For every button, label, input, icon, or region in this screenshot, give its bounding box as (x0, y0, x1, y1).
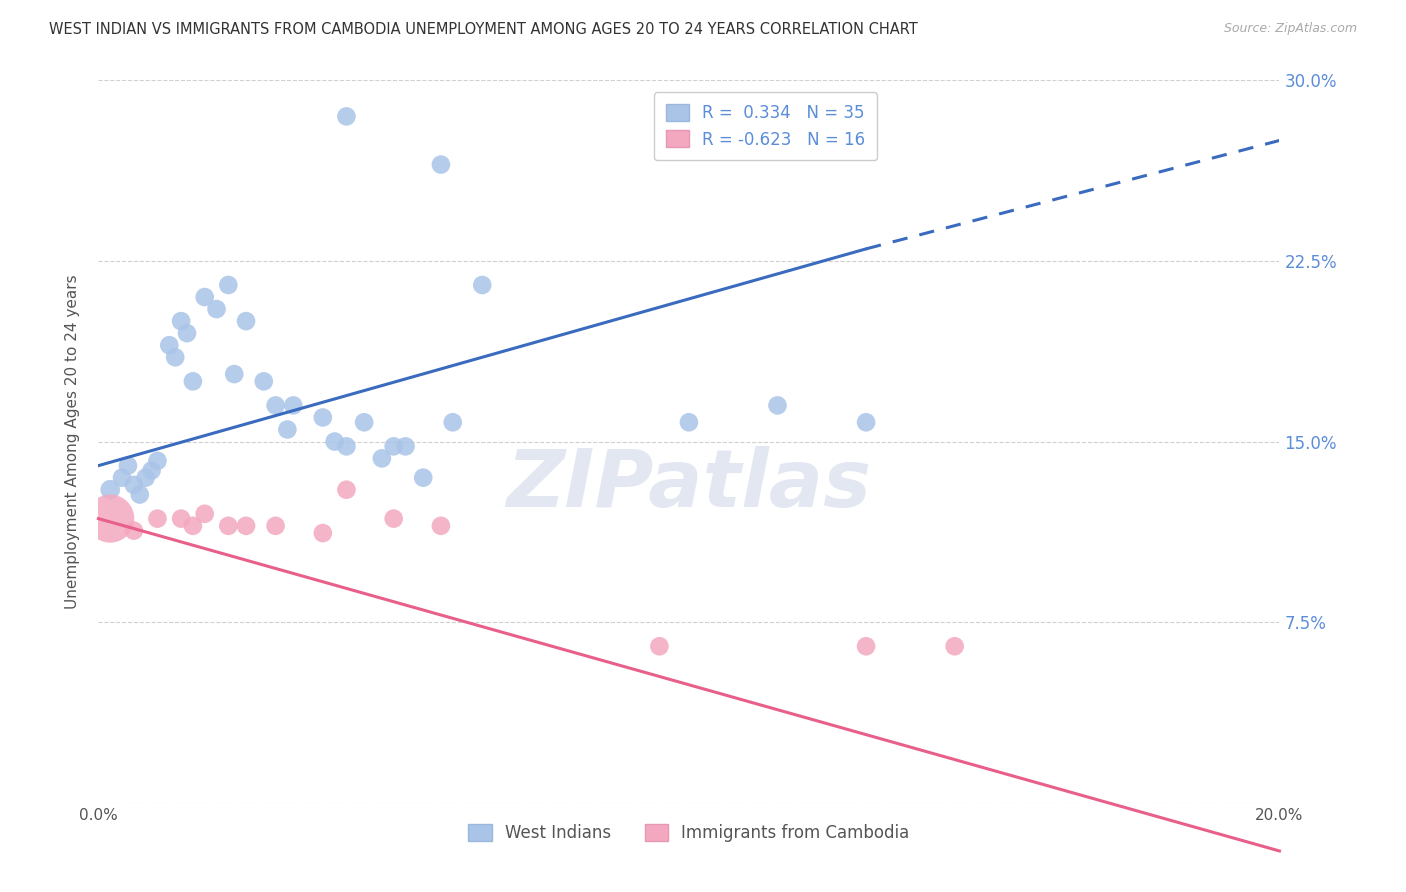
Point (98, 511, 121, 525)
Point (157, 338, 180, 352)
Point (128, 487, 150, 501)
Point (205, 301, 228, 317)
Point (276, 422, 298, 436)
Point (224, 367, 246, 381)
Point (766, 398, 789, 412)
Point (141, 463, 163, 477)
Point (98, 483, 121, 497)
Point (471, 277, 494, 292)
Point (430, 157, 453, 171)
Point (678, 415, 700, 429)
Point (335, 439, 357, 453)
Point (335, 109, 357, 123)
Point (111, 470, 134, 484)
Point (312, 526, 335, 541)
Point (181, 518, 204, 533)
Point (165, 350, 187, 364)
Point (181, 374, 204, 388)
Point (122, 524, 145, 538)
Point (217, 518, 239, 533)
Point (371, 451, 394, 466)
Point (855, 639, 877, 653)
Point (430, 518, 453, 533)
Point (323, 434, 346, 449)
Point (170, 511, 193, 525)
Point (353, 415, 375, 429)
Point (264, 398, 287, 412)
Point (194, 290, 217, 304)
Point (146, 511, 169, 525)
Point (235, 518, 257, 533)
Point (382, 439, 405, 453)
Y-axis label: Unemployment Among Ages 20 to 24 years: Unemployment Among Ages 20 to 24 years (65, 274, 80, 609)
Point (117, 458, 139, 473)
Text: WEST INDIAN VS IMMIGRANTS FROM CAMBODIA UNEMPLOYMENT AMONG AGES 20 TO 24 YEARS C: WEST INDIAN VS IMMIGRANTS FROM CAMBODIA … (49, 22, 918, 37)
Point (394, 439, 416, 453)
Point (441, 415, 464, 429)
Point (855, 415, 877, 429)
Point (176, 326, 198, 340)
Point (335, 483, 357, 497)
Point (122, 478, 145, 492)
Point (648, 639, 671, 653)
Point (146, 454, 169, 468)
Point (412, 470, 434, 484)
Point (235, 314, 257, 328)
Point (170, 314, 193, 328)
Point (283, 398, 305, 412)
Point (264, 518, 287, 533)
Legend: West Indians, Immigrants from Cambodia: West Indians, Immigrants from Cambodia (461, 817, 917, 848)
Point (382, 511, 405, 525)
Point (253, 374, 276, 388)
Point (312, 410, 335, 425)
Point (217, 277, 239, 292)
Point (943, 639, 966, 653)
Point (135, 470, 157, 484)
Text: ZIPatlas: ZIPatlas (506, 446, 872, 524)
Point (194, 507, 217, 521)
Text: Source: ZipAtlas.com: Source: ZipAtlas.com (1223, 22, 1357, 36)
